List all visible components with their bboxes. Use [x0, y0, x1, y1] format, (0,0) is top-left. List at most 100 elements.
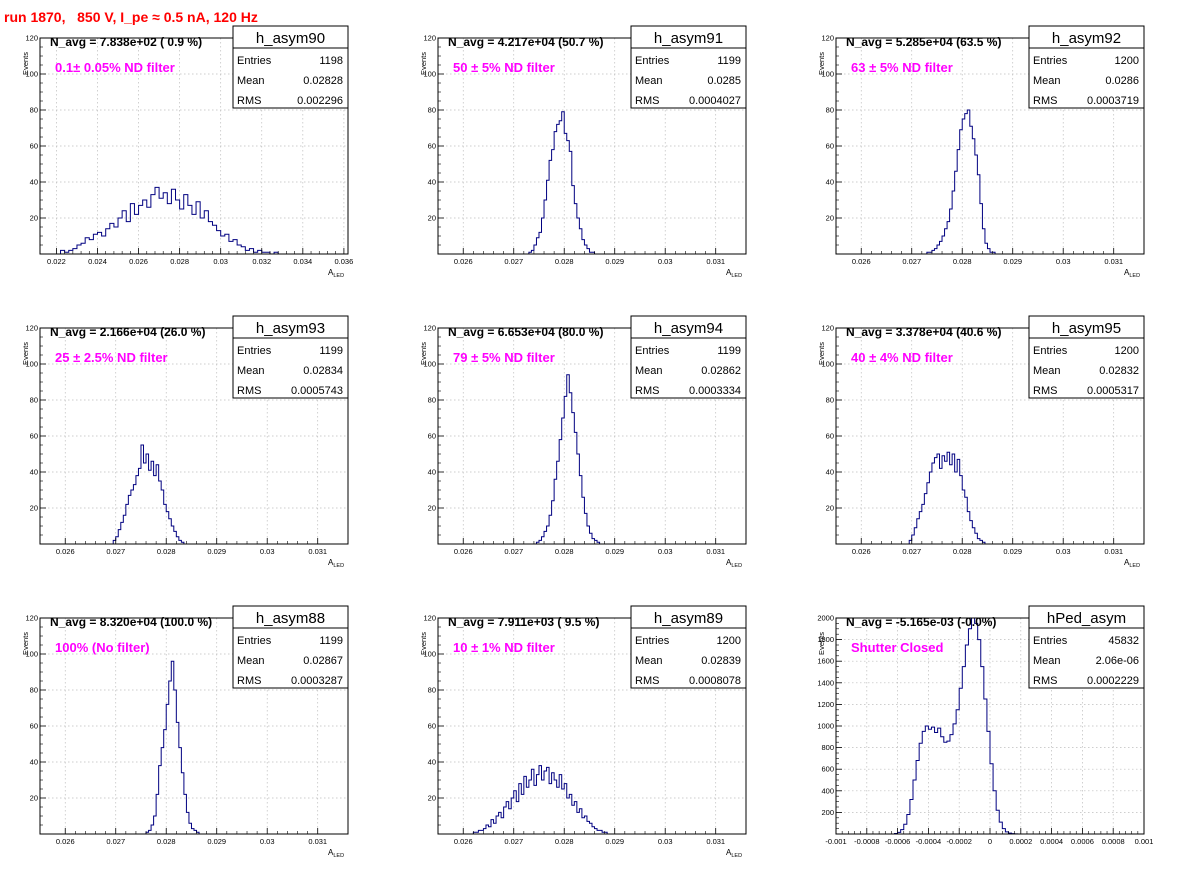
stats-rms-value: 0.0003334: [689, 385, 741, 397]
histogram-bin: [114, 227, 118, 254]
histogram-name: h_asym94: [654, 320, 723, 337]
x-tick-label: 0.029: [605, 257, 624, 266]
x-axis-label: ALED: [726, 848, 742, 859]
x-tick-label: 0.032: [252, 257, 271, 266]
filter-annotation: 25 ± 2.5% ND filter: [55, 350, 168, 365]
x-tick-label: 0.029: [207, 837, 226, 846]
x-tick-label: 0.03: [260, 837, 275, 846]
stats-mean-label: Mean: [1033, 75, 1061, 87]
histogram-bin: [196, 202, 200, 254]
histogram-bin: [950, 465, 953, 544]
histogram-bin: [494, 823, 497, 834]
filter-annotation: 100% (No filter): [55, 640, 150, 655]
histogram-bin: [134, 214, 138, 254]
y-tick-label: 40: [30, 758, 38, 767]
x-tick-label: 0.031: [706, 257, 725, 266]
stats-mean-value: 0.0286: [1105, 75, 1139, 87]
x-tick-label: 0.03: [1056, 547, 1071, 556]
histogram-bin: [126, 222, 130, 254]
histogram-bin: [940, 468, 943, 544]
histogram-bin: [567, 141, 570, 254]
x-tick-label: -0.0006: [885, 837, 910, 846]
x-tick-label: 0.03: [658, 547, 673, 556]
y-tick-label: 60: [428, 142, 436, 151]
histogram-bin: [564, 133, 567, 254]
stats-entries-value: 1200: [717, 635, 741, 647]
stats-entries-value: 1199: [717, 55, 741, 67]
histogram-bin: [136, 476, 139, 544]
histogram-bin: [163, 193, 167, 254]
x-tick-label: 0.03: [1056, 257, 1071, 266]
x-tick-label: 0.027: [106, 547, 125, 556]
x-tick-label: -0.0008: [854, 837, 879, 846]
x-axis-label-subscript: LED: [731, 563, 742, 569]
stats-rms-value: 0.0002229: [1087, 675, 1139, 687]
y-tick-label: 100: [821, 70, 834, 79]
stats-rms-label: RMS: [237, 675, 261, 687]
stats-entries-value: 1199: [717, 345, 741, 357]
stats-rms-label: RMS: [1033, 95, 1057, 107]
histogram-bin: [85, 238, 89, 254]
stats-entries-label: Entries: [1033, 345, 1068, 357]
y-tick-label: 1200: [817, 700, 834, 709]
stats-mean-label: Mean: [237, 75, 265, 87]
histogram-bin: [577, 812, 580, 834]
histogram-bin: [559, 121, 562, 254]
stats-entries-value: 1200: [1115, 345, 1139, 357]
stats-rms-label: RMS: [1033, 675, 1057, 687]
histogram-bin: [133, 485, 136, 544]
y-tick-label: 120: [423, 614, 436, 623]
stats-rms-label: RMS: [635, 385, 659, 397]
histogram-bin: [184, 195, 188, 254]
x-tick-label: -0.001: [825, 837, 846, 846]
histogram-bin: [200, 218, 204, 254]
x-tick-label: 0.022: [47, 257, 66, 266]
stats-entries-value: 1199: [319, 635, 343, 647]
histogram-bin: [167, 204, 171, 254]
stats-box: [1028, 47, 1145, 109]
y-tick-label: 120: [821, 324, 834, 333]
y-tick-label: 100: [25, 360, 38, 369]
x-tick-label: 0.028: [157, 837, 176, 846]
y-tick-label: 80: [428, 396, 436, 405]
x-tick-label: 0.027: [902, 547, 921, 556]
y-tick-label: 80: [428, 106, 436, 115]
y-tick-label: 800: [821, 743, 834, 752]
x-tick-label: -0.0004: [916, 837, 941, 846]
x-tick-label: 0.028: [953, 257, 972, 266]
x-tick-label: 0.031: [1104, 547, 1123, 556]
histogram-name: h_asym88: [256, 610, 325, 627]
histogram-bin: [501, 818, 504, 834]
histogram-pad-hped-asym: -0.001 -0.0008 -0.0006 -0.0004 -0.0002 0 0.000…: [817, 605, 1153, 846]
x-axis-label-subscript: LED: [333, 273, 344, 279]
y-axis-label: Events: [817, 342, 826, 365]
y-tick-label: 120: [25, 324, 38, 333]
histogram-bin: [557, 124, 560, 254]
stats-mean-label: Mean: [635, 365, 663, 377]
histogram-bin: [481, 830, 484, 834]
histogram-bin: [516, 802, 519, 834]
stats-entries-label: Entries: [1033, 55, 1068, 67]
x-tick-label: 0.031: [308, 837, 327, 846]
histogram-bin: [567, 798, 570, 834]
histogram-bin: [564, 396, 567, 544]
y-tick-label: 80: [826, 106, 834, 115]
y-tick-label: 60: [826, 432, 834, 441]
y-tick-label: 1400: [817, 678, 834, 687]
y-tick-label: 60: [30, 432, 38, 441]
histogram-outline: [472, 765, 608, 834]
x-tick-label: 0.026: [454, 257, 473, 266]
filter-annotation: 50 ± 5% ND filter: [453, 60, 555, 75]
histogram-name: h_asym92: [1052, 30, 1121, 47]
stats-rms-value: 0.002296: [297, 95, 343, 107]
histogram-bin: [941, 737, 944, 834]
stats-rms-label: RMS: [1033, 385, 1057, 397]
y-axis-label: Events: [419, 52, 428, 75]
stats-entries-value: 1198: [319, 55, 343, 67]
filter-annotation: 0.1± 0.05% ND filter: [55, 60, 175, 75]
x-axis-label: ALED: [328, 848, 344, 859]
x-tick-label: 0.026: [129, 257, 148, 266]
y-tick-label: 600: [821, 765, 834, 774]
y-tick-label: 40: [30, 178, 38, 187]
stats-mean-value: 0.0285: [707, 75, 741, 87]
